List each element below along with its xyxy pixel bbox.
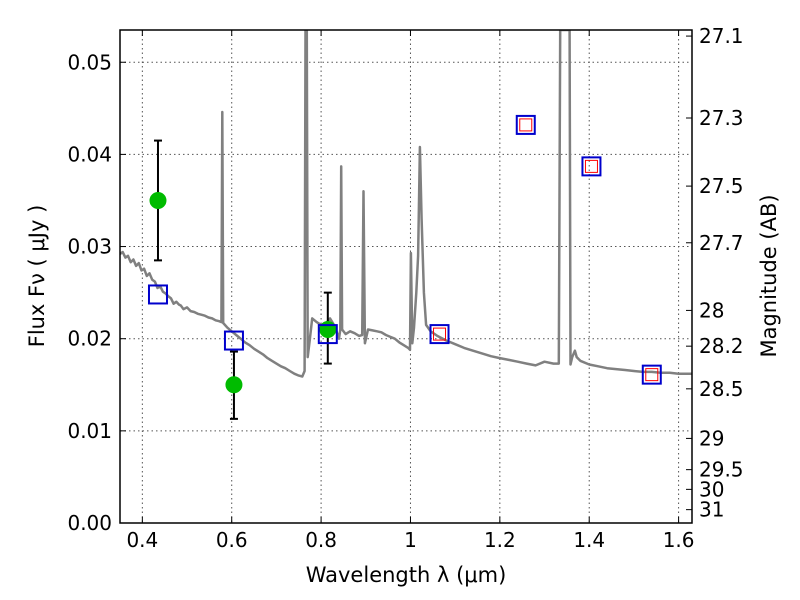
right-tick-label: 30	[699, 477, 724, 501]
observed-point	[225, 376, 243, 394]
x-tick-label: 0.6	[216, 528, 248, 552]
model-square-blue	[515, 114, 536, 135]
x-tick-label: 1	[404, 528, 417, 552]
right-tick-label: 28	[699, 298, 724, 322]
right-tick-label: 31	[699, 498, 724, 522]
y-tick-label: 0.01	[67, 419, 112, 443]
right-tick-label: 28.2	[699, 334, 744, 358]
y-axis-label: Flux Fν ( μJy )	[25, 205, 49, 348]
grid	[120, 30, 692, 524]
plot-frame	[119, 29, 693, 524]
model-square-red	[584, 159, 598, 173]
model-square-blue	[429, 324, 450, 345]
observed-point	[319, 320, 337, 338]
model-square-red	[433, 327, 447, 341]
model-square-blue	[223, 330, 244, 351]
y-tick-label: 0.05	[67, 50, 112, 74]
y-tick-label: 0.03	[67, 235, 112, 259]
model-square-red	[645, 368, 659, 382]
model-square-blue	[317, 324, 338, 345]
x-tick-label: 1.4	[573, 528, 605, 552]
y-tick-label: 0.02	[67, 327, 112, 351]
ticks: 0.4 0.6 0.8 1 1.2 1.4 1.6 0.00 0.01 0.02 0.03 0.04 0…	[67, 24, 743, 552]
marker-layer	[147, 114, 662, 420]
model-square-blue	[641, 364, 662, 385]
right-tick-label: 29	[699, 426, 724, 450]
y-tick-label: 0.04	[67, 142, 112, 166]
x-tick-label: 0.8	[305, 528, 337, 552]
right-tick-label: 27.5	[699, 174, 744, 198]
right-tick-label: 27.3	[699, 106, 744, 130]
x-tick-label: 1.6	[663, 528, 695, 552]
observed-point	[149, 191, 167, 209]
x-axis-label: Wavelength λ (μm)	[306, 563, 507, 587]
x-tick-label: 0.4	[126, 528, 158, 552]
right-tick-label: 29.5	[699, 458, 744, 482]
plot-background	[120, 30, 692, 523]
model-square-red	[519, 118, 533, 132]
spectrum-line	[120, 30, 692, 378]
right-tick-label: 27.7	[699, 231, 744, 255]
x-tick-label: 1.2	[484, 528, 516, 552]
y-tick-label: 0.00	[67, 511, 112, 535]
model-square-blue	[581, 156, 602, 177]
spectrum-layer	[120, 30, 692, 378]
right-tick-label: 27.1	[699, 24, 744, 48]
right-tick-label: 28.5	[699, 377, 744, 401]
model-square-blue	[147, 284, 168, 305]
right-axis-label: Magnitude (AB)	[757, 194, 781, 357]
